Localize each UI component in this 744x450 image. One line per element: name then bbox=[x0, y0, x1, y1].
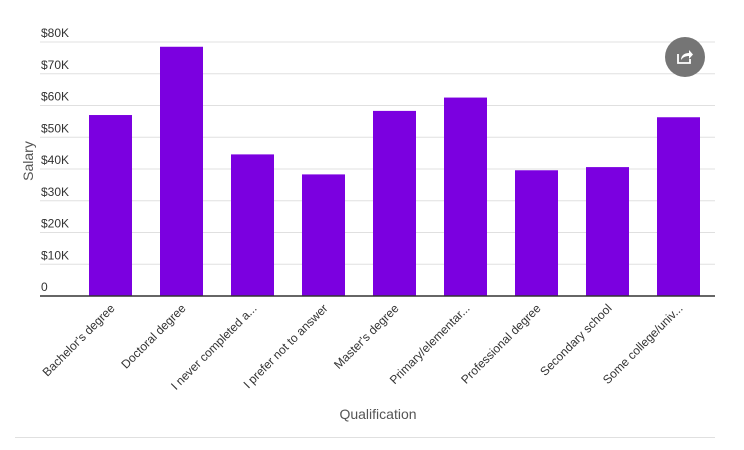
bar[interactable] bbox=[302, 174, 345, 296]
share-icon bbox=[677, 50, 693, 64]
y-axis-title: Salary bbox=[20, 141, 36, 181]
x-tick-label: Bachelor's degree bbox=[40, 301, 118, 379]
y-tick-label: $50K bbox=[41, 121, 69, 135]
bar[interactable] bbox=[89, 115, 132, 297]
bottom-divider bbox=[15, 437, 715, 438]
x-axis-title: Qualification bbox=[339, 406, 416, 422]
x-tick-label: Master's degree bbox=[331, 301, 402, 372]
x-tick-label: Professional degree bbox=[458, 301, 544, 387]
bars bbox=[89, 46, 700, 297]
bar[interactable] bbox=[444, 97, 487, 296]
bar[interactable] bbox=[373, 110, 416, 297]
y-tick-label: $30K bbox=[41, 185, 69, 199]
bar[interactable] bbox=[586, 167, 629, 296]
x-tick-label: Secondary school bbox=[537, 301, 614, 378]
x-tick-label: Doctoral degree bbox=[118, 301, 189, 372]
y-tick-label: $40K bbox=[41, 153, 69, 167]
y-tick-label: $80K bbox=[41, 26, 69, 40]
y-tick-label: $20K bbox=[41, 217, 69, 231]
y-tick-label: 0 bbox=[41, 280, 48, 294]
y-axis-ticks: 0 $10K $20K $30K $40K $50K $60K $70K $80K bbox=[41, 26, 69, 294]
y-tick-label: $10K bbox=[41, 248, 69, 262]
y-tick-label: $70K bbox=[41, 58, 69, 72]
x-tick-label: Some college/univ... bbox=[600, 301, 686, 387]
bar[interactable] bbox=[231, 154, 274, 296]
bar[interactable] bbox=[160, 46, 203, 297]
y-tick-label: $60K bbox=[41, 90, 69, 104]
share-button[interactable] bbox=[665, 37, 705, 77]
bar[interactable] bbox=[515, 170, 558, 296]
bar[interactable] bbox=[657, 117, 700, 296]
